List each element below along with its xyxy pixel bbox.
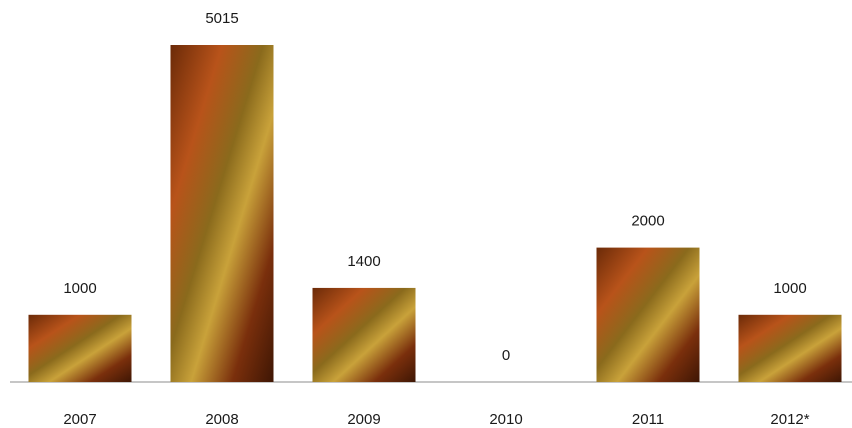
value-label: 1000 <box>63 280 96 297</box>
bar <box>596 247 700 382</box>
x-tick-label: 2009 <box>347 411 380 428</box>
x-tick-label: 2011 <box>632 411 664 428</box>
x-tick-label: 2010 <box>489 411 522 428</box>
bar <box>28 314 132 382</box>
bar <box>312 287 416 382</box>
x-tick-label: 2008 <box>205 411 238 428</box>
x-tick-label: 2007 <box>63 411 96 428</box>
value-label: 2000 <box>631 213 664 230</box>
value-label: 0 <box>502 347 510 364</box>
bar <box>170 45 274 382</box>
value-label: 5015 <box>205 10 238 27</box>
bar <box>738 314 842 382</box>
x-tick-label: 2012* <box>770 411 809 428</box>
value-label: 1000 <box>773 280 806 297</box>
value-label: 1400 <box>347 253 380 270</box>
